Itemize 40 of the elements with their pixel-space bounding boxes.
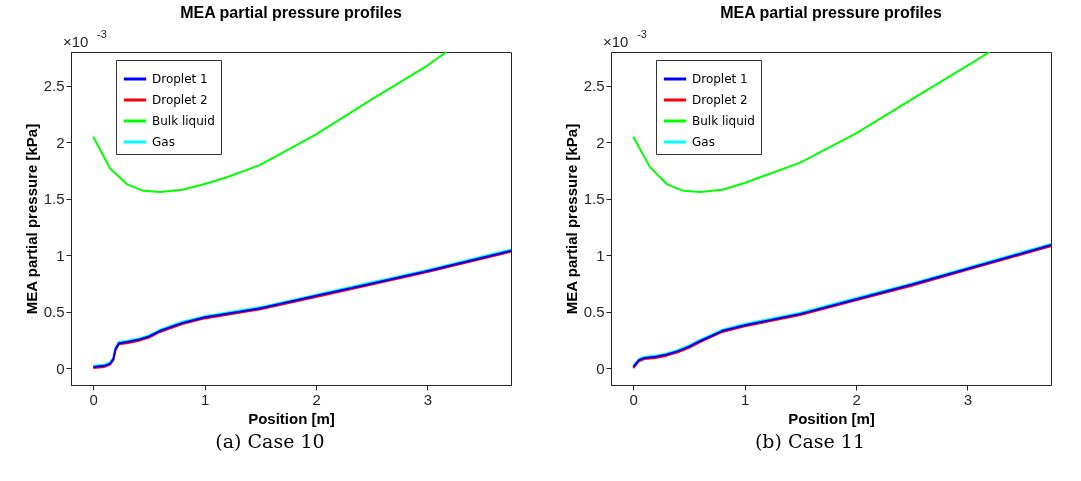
x-tick-label: 1	[201, 390, 210, 408]
y-tick-label: 0	[56, 359, 65, 377]
y-tick-label: 1	[56, 246, 65, 264]
text: ×10-3	[603, 28, 647, 50]
y-tick-label: 0	[596, 359, 605, 377]
legend-label: Droplet 2	[152, 93, 208, 107]
legend-label: Bulk liquid	[152, 114, 215, 128]
y-tick-label: 2	[56, 133, 65, 151]
y-tick-label: 1.5	[583, 190, 605, 208]
legend-label: Gas	[692, 135, 715, 149]
x-axis-title: Position [m]	[248, 409, 335, 427]
x-tick-label: 1	[741, 390, 750, 408]
x-tick-label: 0	[629, 390, 638, 408]
y-axis-title: MEA partial pressure [kPa]	[22, 123, 40, 315]
text: (b) Case 11	[754, 430, 866, 452]
y-tick-label: 0.5	[43, 303, 65, 321]
line-series	[632, 52, 991, 193]
chart-title: MEA partial pressure profiles	[180, 4, 402, 21]
legend-label: Droplet 2	[692, 93, 748, 107]
x-tick-label: 3	[963, 390, 973, 408]
y-tick-label: 1.5	[43, 190, 65, 208]
legend-label: Droplet 1	[692, 72, 748, 86]
line-series	[92, 52, 448, 193]
chart-title: MEA partial pressure profiles	[720, 4, 942, 21]
y-axis-title: MEA partial pressure [kPa]	[562, 123, 580, 315]
x-tick-label: 3	[423, 390, 433, 408]
x-tick-label: 2	[312, 390, 321, 408]
text: (a) Case 10	[215, 430, 325, 452]
x-tick-label: 2	[852, 390, 861, 408]
y-tick-label: 2.5	[583, 77, 605, 95]
y-tick-label: 0.5	[583, 303, 605, 321]
y-tick-label: 2.5	[43, 77, 65, 95]
legend-label: Bulk liquid	[692, 114, 755, 128]
legend-label: Droplet 1	[152, 72, 208, 86]
text: ×10-3	[63, 28, 107, 50]
x-tick-label: 0	[89, 390, 98, 408]
legend-label: Gas	[152, 135, 175, 149]
x-axis-title: Position [m]	[788, 409, 875, 427]
y-tick-label: 2	[596, 133, 605, 151]
y-tick-label: 1	[596, 246, 605, 264]
